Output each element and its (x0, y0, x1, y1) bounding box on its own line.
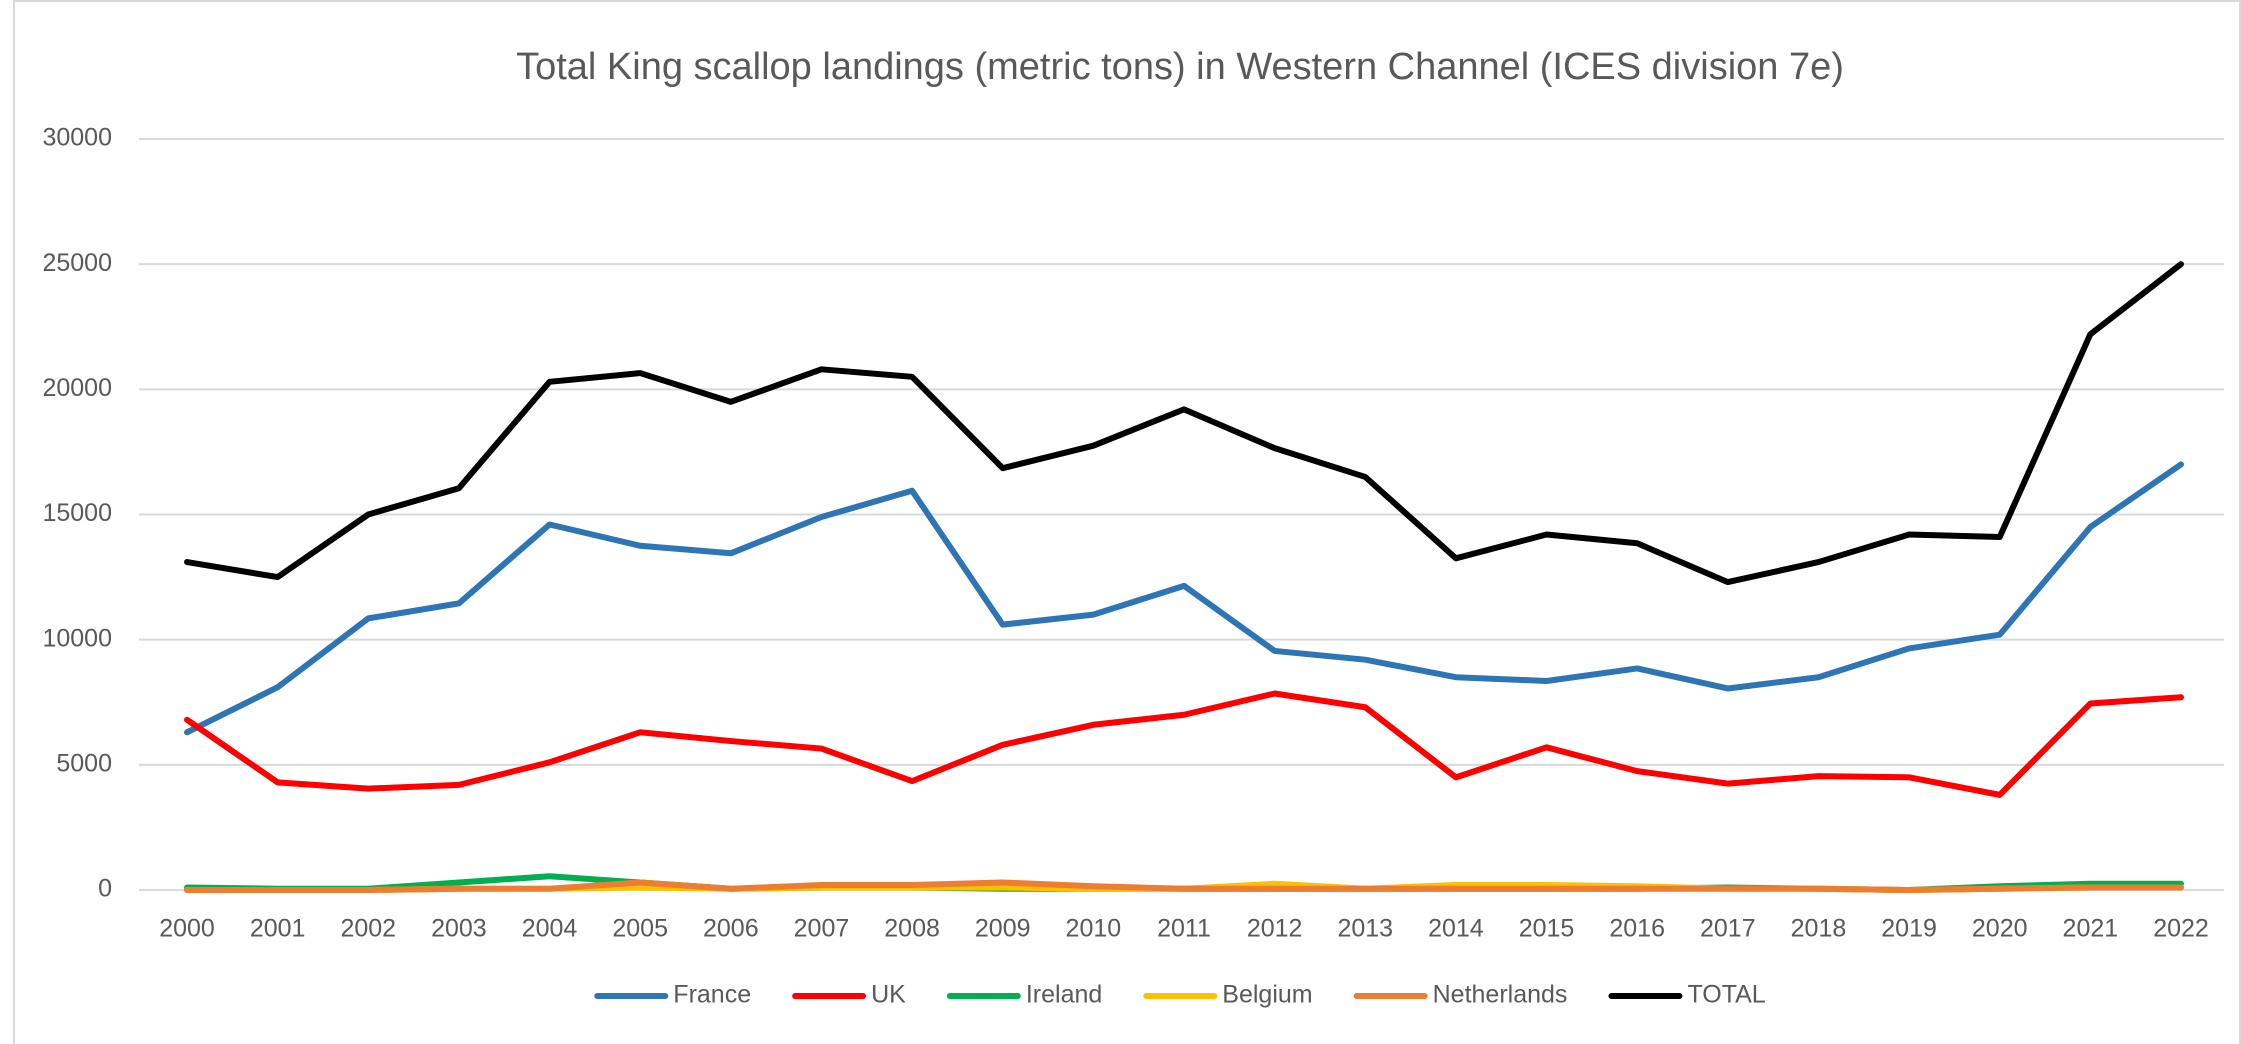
x-tick-label: 2000 (159, 915, 215, 943)
series-line (184, 461, 2184, 736)
x-tick-label: 2016 (1609, 915, 1665, 943)
y-tick-label: 20000 (42, 374, 112, 402)
x-tick-label: 2013 (1337, 915, 1393, 943)
y-tick-label: 0 (98, 875, 112, 903)
x-tick-label: 2012 (1247, 915, 1303, 943)
x-tick-label: 2005 (612, 915, 668, 943)
y-tick-label: 30000 (42, 124, 112, 152)
legend-label: Belgium (1222, 981, 1312, 1009)
x-tick-label: 2014 (1428, 915, 1484, 943)
series-line (184, 261, 2184, 586)
x-tick-label: 2003 (431, 915, 487, 943)
y-tick-label: 25000 (42, 249, 112, 277)
y-tick-label: 5000 (56, 749, 112, 777)
y-tick-label: 15000 (42, 499, 112, 527)
y-tick-label: 10000 (42, 624, 112, 652)
x-tick-label: 2011 (1157, 915, 1211, 943)
x-tick-label: 2015 (1519, 915, 1575, 943)
x-tick-label: 2022 (2153, 915, 2209, 943)
x-tick-label: 2007 (794, 915, 850, 943)
legend-label: UK (871, 981, 906, 1009)
x-tick-label: 2017 (1700, 915, 1756, 943)
x-tick-label: 2020 (1972, 915, 2028, 943)
x-tick-label: 2006 (703, 915, 759, 943)
x-tick-label: 2019 (1881, 915, 1937, 943)
x-tick-label: 2004 (522, 915, 578, 943)
x-tick-label: 2021 (2063, 915, 2119, 943)
chart-frame (13, 0, 2241, 1044)
legend-label: France (673, 981, 751, 1009)
x-tick-label: 2002 (340, 915, 396, 943)
chart-title: Total King scallop landings (metric tons… (516, 46, 1844, 88)
series-line (184, 879, 2184, 893)
x-tick-label: 2010 (1066, 915, 1122, 943)
x-tick-label: 2009 (975, 915, 1031, 943)
series-line (184, 690, 2184, 798)
x-tick-label: 2018 (1791, 915, 1847, 943)
x-tick-label: 2001 (250, 915, 306, 943)
legend-label: Ireland (1026, 981, 1102, 1009)
legend-label: TOTAL (1687, 981, 1765, 1009)
x-tick-label: 2008 (884, 915, 940, 943)
legend-label: Netherlands (1433, 981, 1568, 1009)
